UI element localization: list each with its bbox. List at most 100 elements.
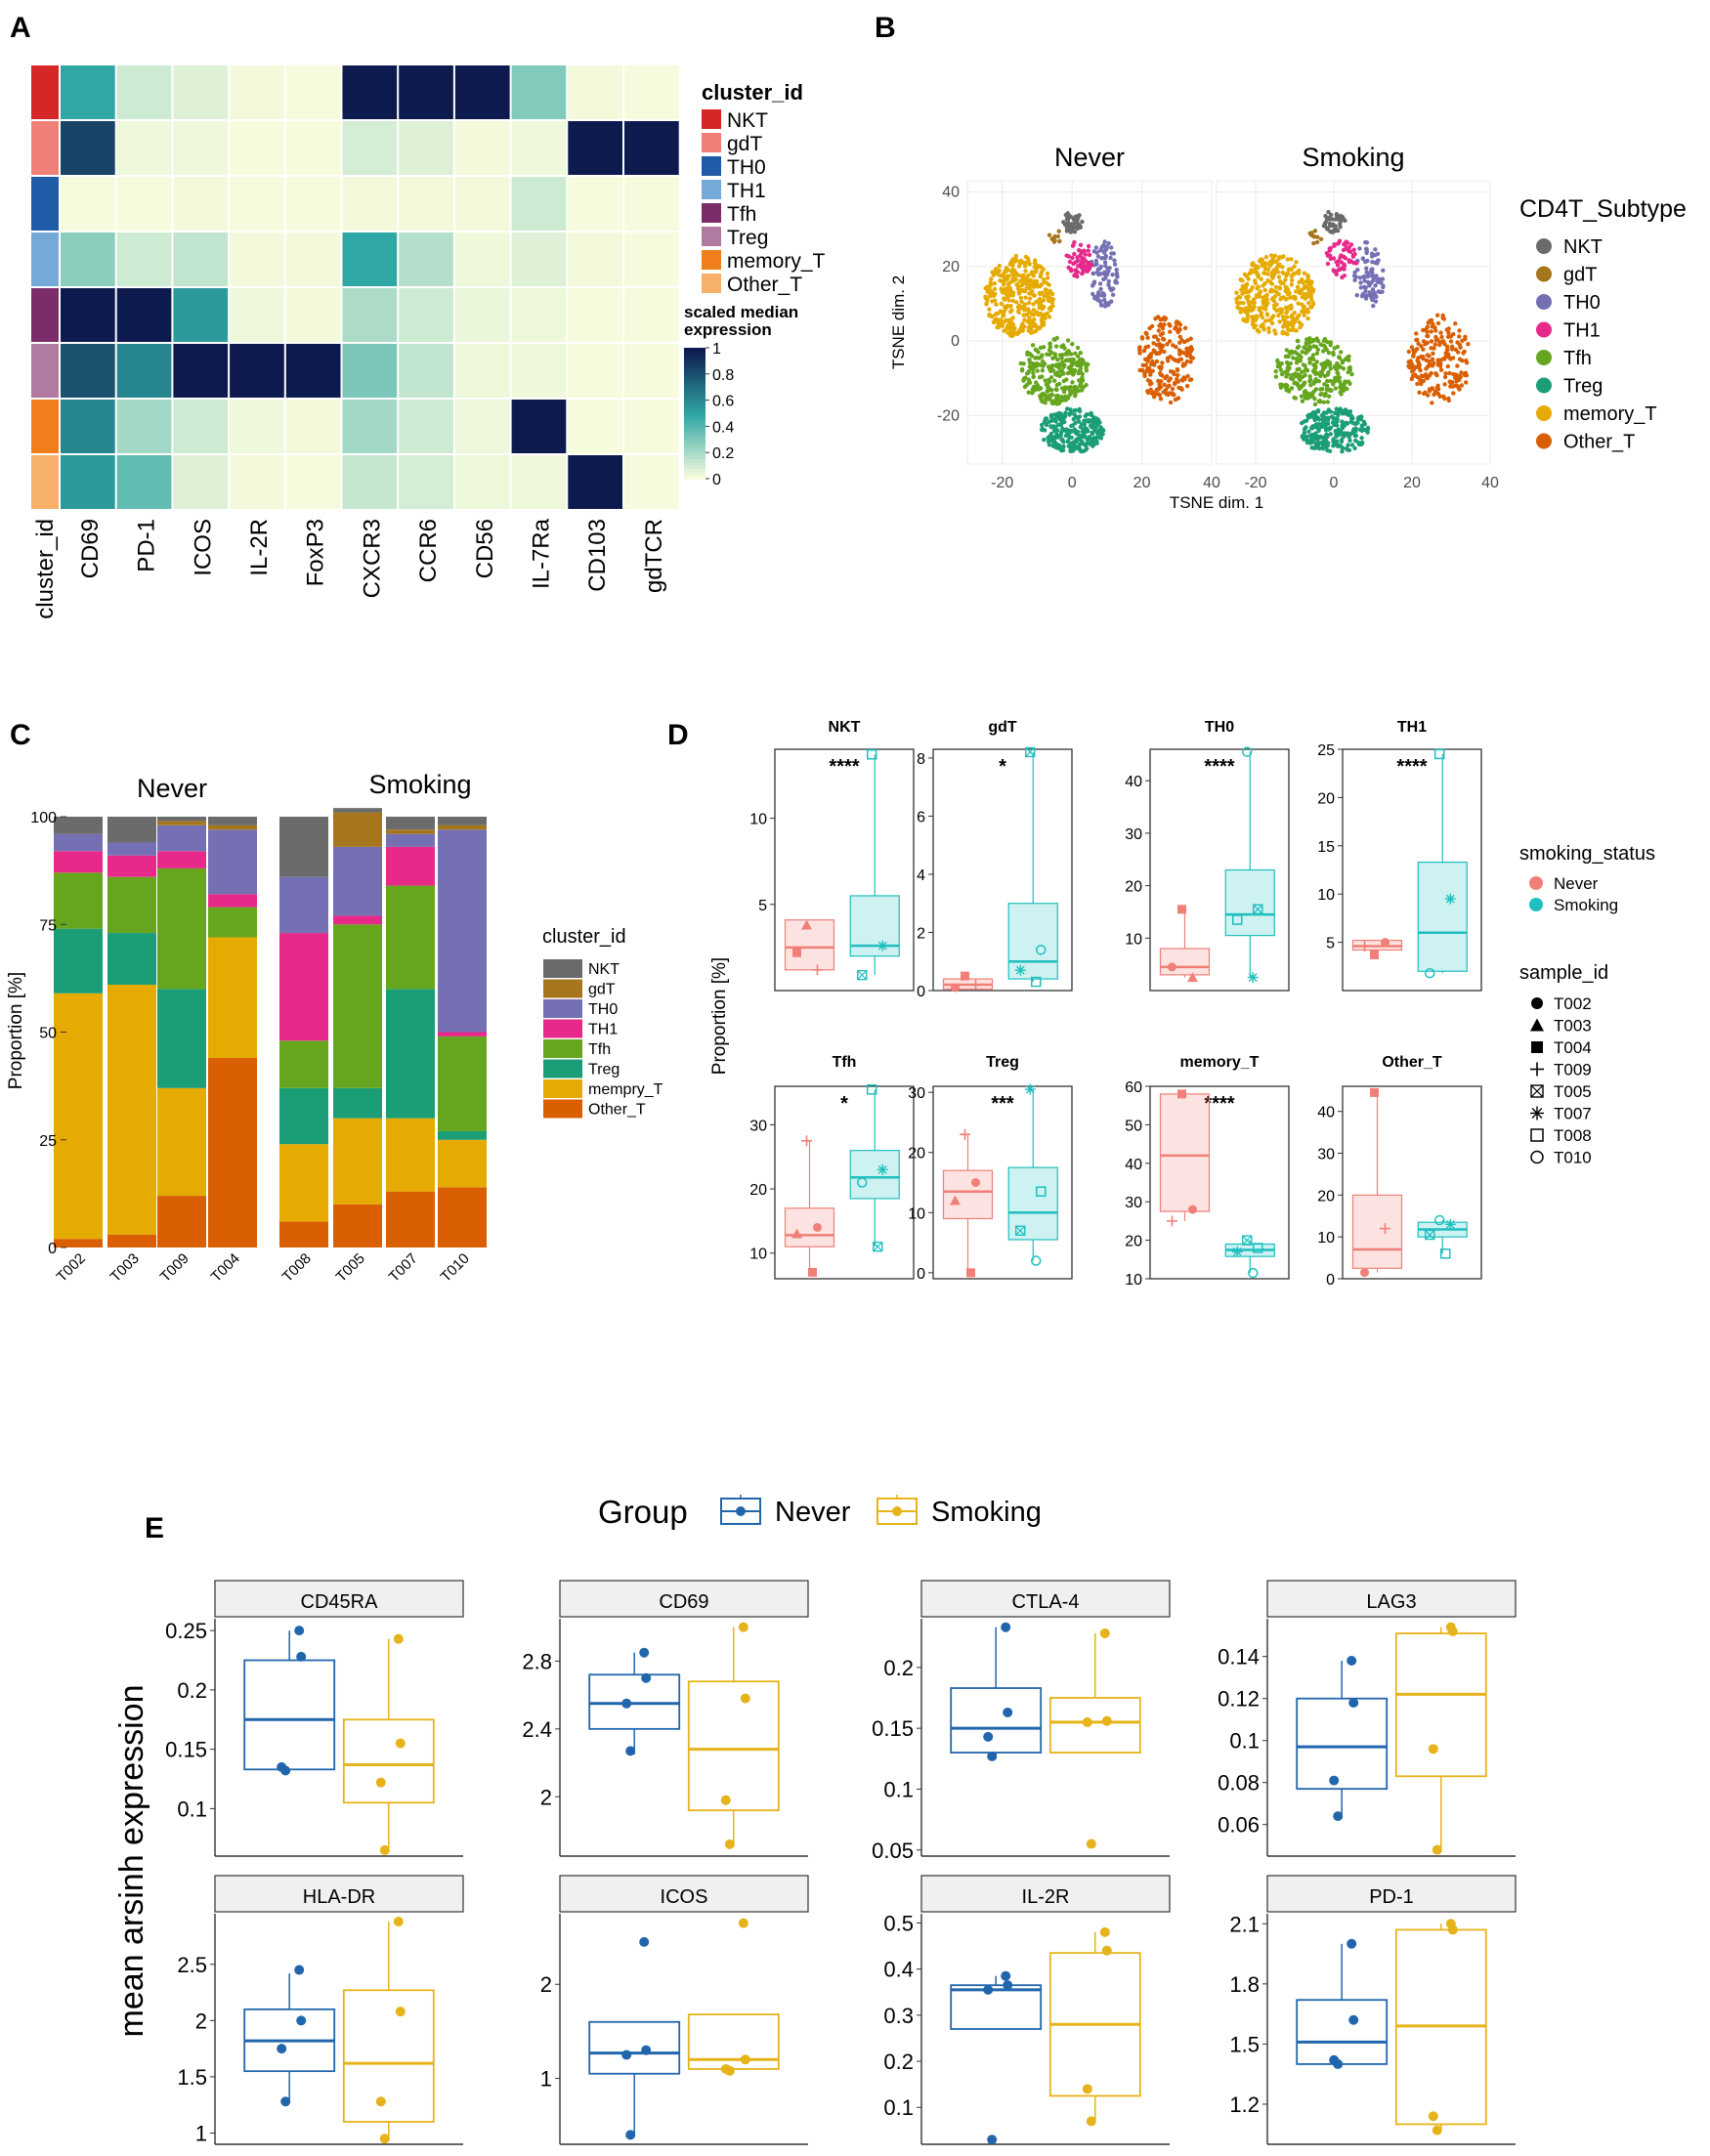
sample-point-smoking bbox=[1424, 967, 1435, 979]
tsne-point-th0 bbox=[1367, 290, 1372, 295]
tsne-point-th0 bbox=[1377, 276, 1382, 281]
tsne-point-memory-t bbox=[1050, 297, 1056, 302]
box-panel-title: Tfh bbox=[833, 1054, 857, 1071]
tsne-point-th0 bbox=[1102, 260, 1108, 265]
tsne-y-axis-label: TSNE dim. 2 bbox=[889, 275, 908, 369]
bar-legend-label: Tfh bbox=[588, 1041, 611, 1058]
tsne-point-other-t bbox=[1159, 349, 1164, 354]
tsne-point-th0 bbox=[1363, 285, 1368, 290]
tsne-point-tfh bbox=[1326, 370, 1331, 375]
tsne-point-memory-t bbox=[1022, 308, 1027, 313]
expr-point-smoking bbox=[724, 2065, 735, 2076]
bar-segment-other-t bbox=[208, 1057, 257, 1247]
tsne-point-th1 bbox=[1071, 242, 1076, 248]
tsne-point-other-t bbox=[1451, 391, 1456, 396]
tsne-point-tfh bbox=[1035, 362, 1040, 367]
expr-y-tick-label: 2.4 bbox=[522, 1717, 552, 1742]
bar-segment-other-t bbox=[438, 1187, 487, 1247]
tsne-point-other-t bbox=[1457, 387, 1462, 392]
tsne-point-treg bbox=[1323, 422, 1329, 428]
tsne-point-treg bbox=[1090, 444, 1095, 448]
tsne-point-memory-t bbox=[1033, 328, 1039, 334]
significance-label: *** bbox=[991, 1093, 1014, 1115]
heatmap-row-annotation-th0 bbox=[31, 177, 59, 231]
tsne-point-tfh bbox=[1059, 368, 1064, 373]
tsne-point-treg bbox=[1053, 441, 1058, 446]
tsne-point-memory-t bbox=[998, 274, 1004, 278]
expr-panel-strip bbox=[920, 1580, 1171, 1618]
expr-y-tick-label: 0.2 bbox=[177, 1678, 207, 1703]
tsne-point-tfh bbox=[1026, 390, 1031, 395]
bar-legend-label: mempry_T bbox=[588, 1081, 663, 1098]
tsne-point-memory-t bbox=[1250, 262, 1255, 267]
tsne-point-th0 bbox=[1355, 268, 1360, 273]
tsne-point-other-t bbox=[1453, 321, 1458, 326]
tsne-point-treg bbox=[1100, 432, 1105, 437]
tsne-point-memory-t bbox=[1038, 300, 1043, 305]
tsne-point-other-t bbox=[1174, 324, 1178, 329]
tsne-point-treg bbox=[1334, 434, 1339, 439]
tsne-point-tfh bbox=[1047, 348, 1052, 353]
tsne-point-tfh bbox=[1320, 367, 1326, 372]
tsne-point-th0 bbox=[1365, 274, 1370, 279]
sample-point-smoking bbox=[877, 941, 887, 951]
tsne-point-memory-t bbox=[1266, 317, 1272, 323]
heatmap-cell bbox=[568, 177, 622, 231]
sample-point-never bbox=[1177, 905, 1186, 914]
heatmap-scale-step bbox=[684, 468, 705, 473]
tsne-point-th0 bbox=[1115, 275, 1120, 279]
heatmap-scale-step bbox=[684, 390, 705, 395]
tsne-point-tfh bbox=[1040, 368, 1046, 373]
tsne-point-tfh bbox=[1066, 349, 1071, 354]
tsne-point-memory-t bbox=[1024, 281, 1030, 286]
tsne-point-treg bbox=[1087, 435, 1092, 440]
heatmap-scale-step bbox=[684, 448, 705, 453]
sample-point-smoking bbox=[1253, 904, 1263, 914]
tsne-point-th0 bbox=[1369, 251, 1375, 256]
tsne-point-memory-t bbox=[1305, 310, 1311, 315]
tsne-point-other-t bbox=[1168, 400, 1174, 405]
tsne-point-memory-t bbox=[1303, 296, 1308, 301]
expr-panel-title: ICOS bbox=[661, 1886, 708, 1908]
tsne-point-memory-t bbox=[1284, 274, 1289, 278]
tsne-point-treg bbox=[1304, 440, 1310, 445]
tsne-point-th0 bbox=[1370, 260, 1375, 265]
shape-legend-key-t004 bbox=[1531, 1041, 1543, 1053]
tsne-point-other-t bbox=[1177, 334, 1183, 339]
tsne-point-th1 bbox=[1078, 242, 1084, 247]
heatmap-cell bbox=[173, 288, 229, 342]
tsne-point-th0 bbox=[1379, 280, 1384, 285]
sample-point-never bbox=[801, 919, 812, 930]
tsne-point-treg bbox=[1326, 426, 1332, 431]
tsne-point-treg bbox=[1311, 424, 1316, 429]
tsne-point-memory-t bbox=[1275, 264, 1281, 269]
tsne-point-th1 bbox=[1343, 256, 1348, 261]
panel-label-e: E bbox=[145, 1512, 164, 1544]
expr-point-smoking bbox=[738, 1918, 748, 1928]
tsne-point-memory-t bbox=[1031, 302, 1036, 307]
expr-point-smoking bbox=[1447, 1626, 1458, 1636]
tsne-point-treg bbox=[1349, 443, 1355, 447]
tsne-point-other-t bbox=[1185, 338, 1190, 343]
tsne-point-memory-t bbox=[997, 264, 1002, 269]
tsne-point-th0 bbox=[1103, 263, 1108, 269]
bar-legend-swatch bbox=[543, 999, 582, 1018]
heatmap-scale-step bbox=[684, 387, 705, 392]
tsne-point-th0 bbox=[1101, 291, 1106, 297]
tsne-point-gdt bbox=[1052, 233, 1057, 239]
tsne-point-other-t bbox=[1449, 347, 1455, 352]
sample-point-never bbox=[971, 1178, 980, 1187]
tsne-point-other-t bbox=[1146, 355, 1152, 359]
tsne-point-tfh bbox=[1054, 402, 1059, 406]
heatmap-cell bbox=[511, 288, 567, 342]
expr-point-smoking bbox=[375, 1777, 386, 1788]
tsne-point-th0 bbox=[1363, 288, 1368, 294]
box-legend-label: Smoking bbox=[1554, 896, 1618, 914]
tsne-point-other-t bbox=[1447, 379, 1452, 384]
heatmap-cell bbox=[173, 65, 229, 119]
tsne-point-th1 bbox=[1338, 267, 1344, 272]
heatmap-scale-step bbox=[684, 367, 705, 372]
heatmap-cell bbox=[342, 177, 398, 231]
expr-point-smoking bbox=[738, 1622, 748, 1632]
tsne-point-memory-t bbox=[1294, 260, 1299, 265]
